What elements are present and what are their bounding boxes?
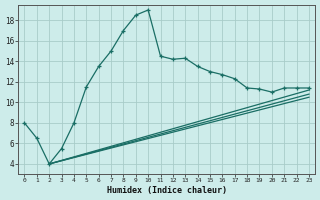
X-axis label: Humidex (Indice chaleur): Humidex (Indice chaleur): [107, 186, 227, 195]
